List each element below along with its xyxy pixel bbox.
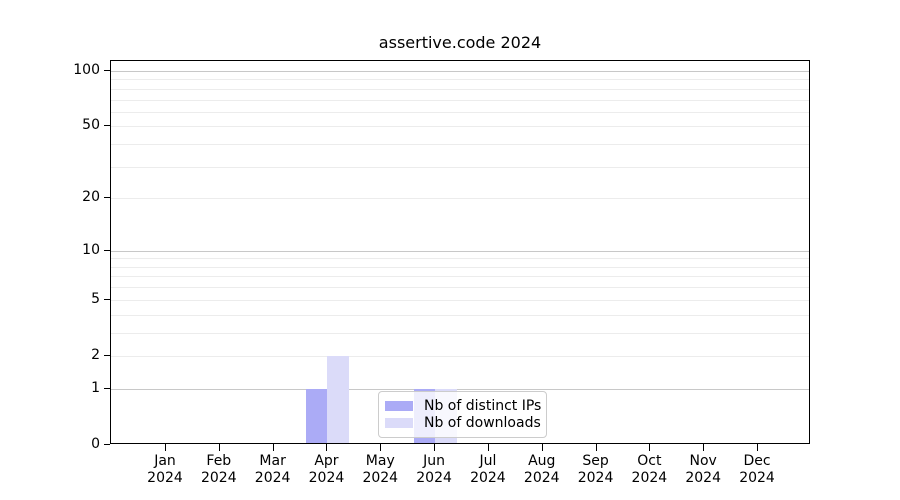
- minor-gridline: [111, 198, 809, 200]
- y-tick-label: 2: [91, 346, 100, 363]
- x-tick-mark: [541, 444, 543, 451]
- legend-label-distinct-ips: Nb of distinct IPs: [424, 397, 542, 414]
- minor-gridline: [111, 111, 809, 113]
- minor-gridline: [111, 266, 809, 268]
- x-tick-year: 2024: [523, 470, 560, 486]
- x-tick-label: Nov 2024: [671, 453, 735, 487]
- minor-gridline: [111, 166, 809, 168]
- legend-item-distinct-ips: Nb of distinct IPs: [385, 397, 542, 415]
- minor-gridline: [111, 126, 809, 128]
- x-tick-label: Jun 2024: [402, 453, 466, 487]
- y-tick-label: 100: [73, 62, 100, 78]
- x-tick-year: 2024: [362, 470, 399, 486]
- minor-gridline: [111, 314, 809, 316]
- x-tick-month: Jan: [154, 453, 176, 469]
- legend: Nb of distinct IPs Nb of downloads: [378, 391, 547, 438]
- x-tick-month: May: [365, 453, 395, 469]
- minor-gridline: [111, 144, 809, 146]
- x-tick-month: Sep: [582, 453, 609, 469]
- minor-gridline: [111, 79, 809, 81]
- x-tick-mark: [218, 444, 220, 451]
- y-tick-label: 50: [82, 117, 100, 134]
- x-tick-label: Oct 2024: [617, 453, 681, 487]
- x-tick-label: Apr 2024: [294, 453, 358, 487]
- x-tick-year: 2024: [254, 470, 291, 486]
- x-tick-label: Aug 2024: [510, 453, 574, 487]
- x-tick-year: 2024: [739, 470, 775, 486]
- y-tick-mark: [104, 444, 110, 445]
- x-tick-mark: [649, 444, 651, 451]
- minor-gridline: [111, 332, 809, 334]
- x-tick-year: 2024: [147, 470, 183, 486]
- x-tick-month: Apr: [314, 453, 339, 469]
- y-tick-label: 1: [91, 379, 100, 396]
- legend-swatch-downloads-icon: [385, 418, 413, 429]
- x-tick-mark: [487, 444, 489, 451]
- major-gridline: [111, 71, 809, 72]
- x-tick-label: Jan 2024: [133, 453, 197, 487]
- legend-item-downloads: Nb of downloads: [385, 415, 541, 433]
- minor-gridline: [111, 287, 809, 289]
- x-tick-mark: [703, 444, 705, 451]
- bar: [305, 388, 328, 443]
- minor-gridline: [111, 299, 809, 301]
- x-tick-month: Dec: [743, 453, 771, 469]
- x-tick-label: Dec 2024: [725, 453, 789, 487]
- minor-gridline: [111, 88, 809, 90]
- x-tick-mark: [165, 444, 166, 451]
- y-tick-label: 20: [82, 189, 100, 206]
- chart-title: assertive.code 2024: [378, 33, 542, 52]
- x-tick-year: 2024: [577, 470, 614, 486]
- plot-area: [110, 60, 810, 444]
- x-tick-label: Sep 2024: [564, 453, 628, 487]
- x-tick-month: Feb: [206, 453, 232, 469]
- x-tick-month: Aug: [528, 453, 556, 469]
- major-gridline: [111, 250, 809, 252]
- x-tick-month: Nov: [689, 453, 717, 469]
- minor-gridline: [111, 355, 809, 357]
- y-tick-label: 10: [82, 241, 100, 258]
- y-tick-label: 0: [91, 436, 100, 452]
- y-tick-label: 5: [91, 290, 100, 307]
- x-tick-month: Mar: [259, 453, 286, 469]
- x-tick-year: 2024: [416, 470, 452, 486]
- x-tick-year: 2024: [200, 470, 237, 486]
- x-tick-mark: [595, 444, 597, 451]
- x-tick-label: Mar 2024: [241, 453, 305, 487]
- x-tick-year: 2024: [470, 470, 506, 486]
- x-tick-month: Jun: [423, 453, 446, 469]
- x-tick-month: Jul: [479, 453, 497, 469]
- minor-gridline: [111, 276, 809, 278]
- legend-swatch-distinct-ips-icon: [385, 400, 413, 411]
- x-tick-label: Feb 2024: [187, 453, 251, 487]
- bar: [327, 355, 349, 443]
- x-tick-mark: [272, 444, 274, 451]
- x-tick-label: Jul 2024: [456, 453, 520, 487]
- x-tick-mark: [757, 444, 759, 451]
- minor-gridline: [111, 99, 809, 101]
- minor-gridline: [111, 258, 809, 260]
- x-tick-year: 2024: [631, 470, 668, 486]
- x-tick-mark: [380, 444, 382, 451]
- x-tick-label: May 2024: [348, 453, 412, 487]
- x-tick-month: Oct: [637, 453, 662, 469]
- x-tick-year: 2024: [685, 470, 721, 486]
- x-tick-mark: [434, 444, 436, 451]
- major-gridline: [111, 388, 809, 390]
- legend-label-downloads: Nb of downloads: [424, 415, 541, 432]
- x-tick-mark: [326, 444, 328, 451]
- x-tick-year: 2024: [308, 470, 345, 486]
